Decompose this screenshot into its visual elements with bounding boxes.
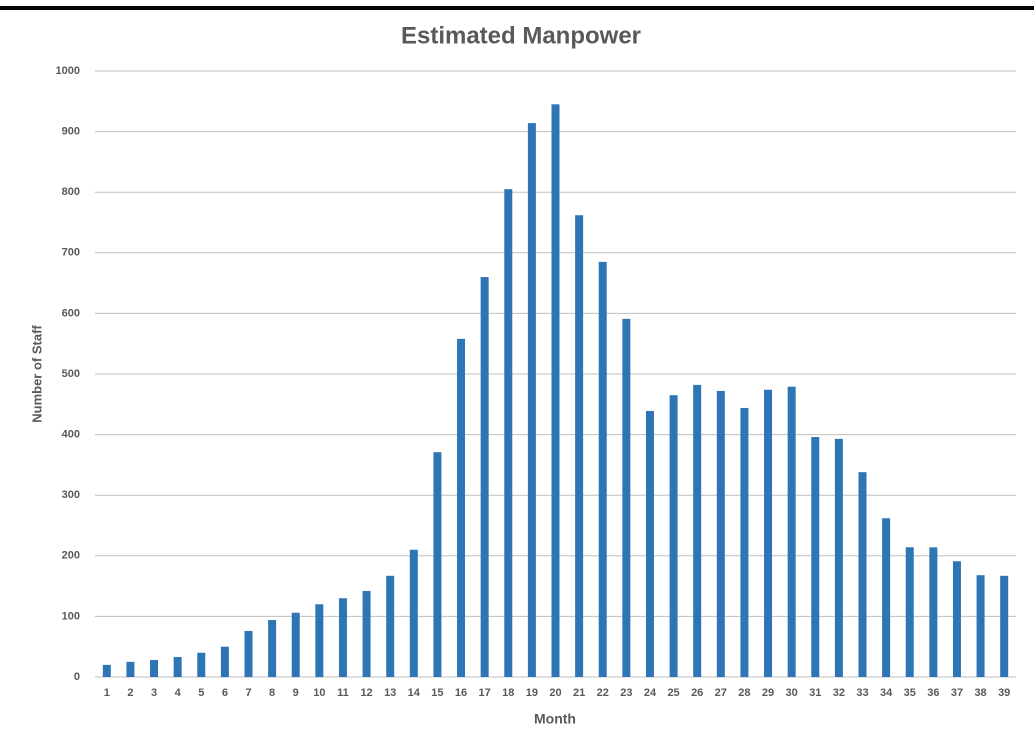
x-tick-label: 39 xyxy=(998,687,1010,699)
bar xyxy=(952,561,961,677)
bar xyxy=(197,652,206,677)
x-tick-label: 34 xyxy=(880,687,893,699)
x-tick-label: 5 xyxy=(198,687,204,699)
y-tick-label: 200 xyxy=(62,550,80,562)
bar xyxy=(645,410,654,677)
x-tick-label: 11 xyxy=(337,687,349,699)
y-tick-label: 400 xyxy=(62,429,80,441)
y-tick-label: 100 xyxy=(62,610,80,622)
bar xyxy=(905,547,914,677)
bar xyxy=(551,104,560,677)
x-tick-label: 19 xyxy=(526,687,538,699)
x-tick-label: 14 xyxy=(408,687,421,699)
y-axis-label: Number of Staff xyxy=(29,325,44,423)
bar xyxy=(669,395,678,677)
x-tick-label: 24 xyxy=(644,687,657,699)
x-tick-label: 15 xyxy=(431,687,443,699)
x-tick-label: 36 xyxy=(927,687,939,699)
x-tick-label: 7 xyxy=(245,687,251,699)
bar xyxy=(362,590,371,677)
x-tick-label: 17 xyxy=(479,687,491,699)
bar xyxy=(102,664,111,677)
x-tick-label: 16 xyxy=(455,687,467,699)
bar xyxy=(220,646,229,677)
bar xyxy=(693,384,702,677)
bar xyxy=(598,261,607,677)
x-tick-label: 22 xyxy=(597,687,609,699)
y-tick-label: 900 xyxy=(62,126,80,138)
y-tick-label: 700 xyxy=(62,247,80,259)
y-tick-label: 600 xyxy=(62,307,80,319)
x-tick-label: 20 xyxy=(549,687,561,699)
x-tick-label: 28 xyxy=(738,687,750,699)
bar xyxy=(976,575,985,677)
bar xyxy=(787,386,796,677)
x-tick-label: 35 xyxy=(904,687,916,699)
x-tick-label: 3 xyxy=(151,687,157,699)
x-tick-label: 23 xyxy=(620,687,632,699)
x-tick-label: 25 xyxy=(667,687,679,699)
x-tick-label: 27 xyxy=(715,687,727,699)
bar xyxy=(386,575,395,677)
x-tick-label: 31 xyxy=(809,687,821,699)
x-tick-label: 26 xyxy=(691,687,703,699)
bar xyxy=(268,620,277,677)
x-tick-label: 1 xyxy=(104,687,110,699)
bar xyxy=(315,604,324,677)
x-tick-label: 4 xyxy=(175,687,182,699)
bar xyxy=(882,518,891,677)
x-tick-label: 33 xyxy=(856,687,868,699)
x-tick-label: 10 xyxy=(313,687,325,699)
x-tick-label: 29 xyxy=(762,687,774,699)
bar xyxy=(457,338,466,677)
x-tick-label: 12 xyxy=(360,687,372,699)
bar xyxy=(291,612,300,677)
bar xyxy=(338,598,347,677)
x-tick-label: 13 xyxy=(384,687,396,699)
bar xyxy=(764,389,773,677)
bar xyxy=(173,657,182,677)
bar xyxy=(575,215,584,677)
y-tick-label: 0 xyxy=(74,671,80,683)
x-tick-label: 21 xyxy=(573,687,585,699)
y-tick-label: 800 xyxy=(62,186,80,198)
chart-title: Estimated Manpower xyxy=(401,22,641,49)
bar xyxy=(480,277,489,677)
bar xyxy=(834,438,843,677)
bar xyxy=(929,547,938,677)
bar xyxy=(433,452,442,677)
bar xyxy=(811,437,820,677)
y-tick-label: 500 xyxy=(62,368,80,380)
x-tick-label: 30 xyxy=(786,687,798,699)
x-tick-label: 9 xyxy=(293,687,299,699)
x-tick-label: 32 xyxy=(833,687,845,699)
x-tick-label: 2 xyxy=(127,687,133,699)
x-tick-label: 37 xyxy=(951,687,963,699)
bar xyxy=(622,318,631,677)
bar xyxy=(409,549,418,677)
x-tick-label: 6 xyxy=(222,687,228,699)
bar xyxy=(150,660,159,677)
y-tick-label: 1000 xyxy=(56,65,80,77)
y-tick-label: 300 xyxy=(62,489,80,501)
bar xyxy=(244,630,253,677)
x-tick-label: 18 xyxy=(502,687,514,699)
bar xyxy=(126,661,135,677)
x-axis-label: Month xyxy=(534,711,576,727)
bar xyxy=(1000,575,1009,677)
x-tick-label: 38 xyxy=(974,687,986,699)
bar xyxy=(527,123,536,678)
bar xyxy=(504,189,513,678)
bar xyxy=(740,407,749,677)
bar xyxy=(858,472,867,677)
x-tick-label: 8 xyxy=(269,687,275,699)
bar xyxy=(716,390,725,677)
top-rule xyxy=(0,6,1034,10)
